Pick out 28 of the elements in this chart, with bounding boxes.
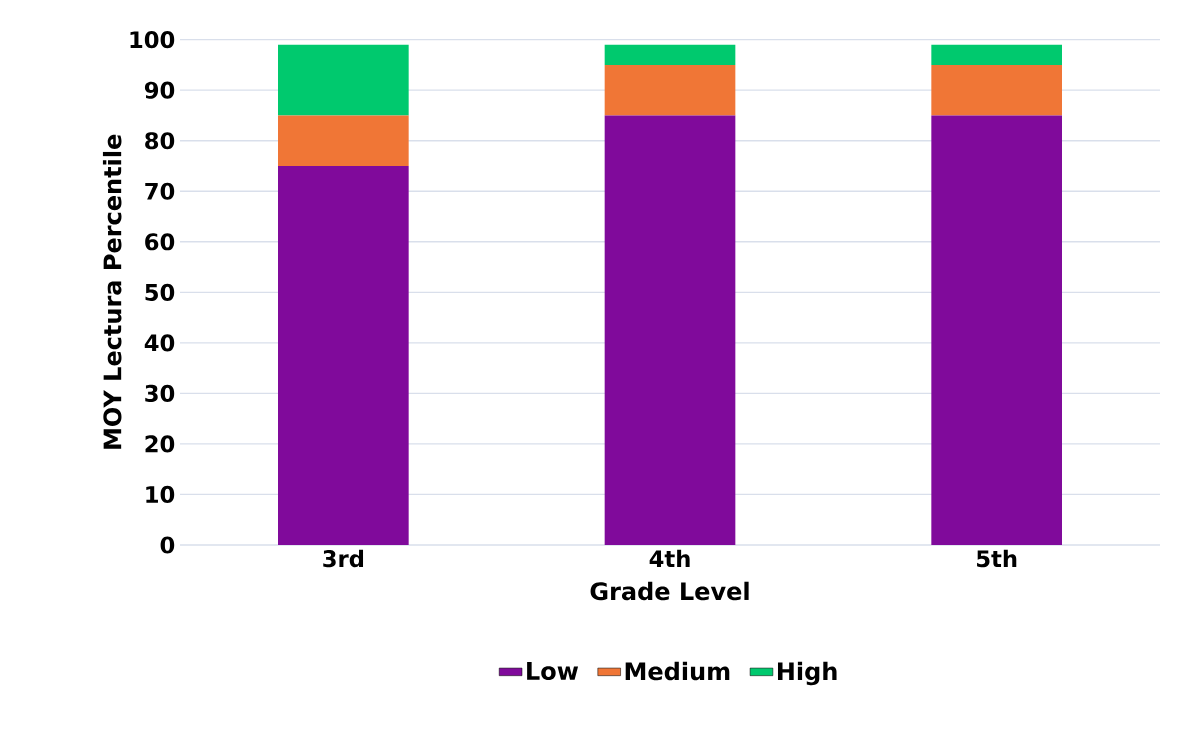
y-tick-label: 70 [145, 182, 175, 200]
bar [931, 64, 1062, 116]
bar [604, 115, 736, 545]
x-tick-label: 5th [977, 549, 1017, 568]
y-tick-label: 10 [146, 485, 175, 504]
bar [931, 44, 1062, 65]
y-axis-title: MOY Lectura Percentile [102, 134, 122, 449]
y-tick-label: 80 [145, 132, 175, 150]
y-tick-label: 0 [160, 536, 175, 554]
legend-label: Low [527, 662, 579, 680]
legend-label: Medium [625, 661, 730, 681]
y-tick-label: 90 [144, 81, 175, 99]
y-tick-label: 50 [145, 283, 175, 301]
y-tick-label: 40 [144, 334, 175, 352]
y-tick-label: 30 [145, 384, 175, 402]
bar [278, 44, 409, 116]
y-tick-label: 20 [145, 435, 175, 453]
x-tick-label: 3rd [323, 549, 364, 568]
y-tick-label: 100 [130, 31, 175, 49]
y-tick-label: 60 [145, 233, 175, 251]
bar [278, 165, 409, 545]
x-axis-title: Grade Level [590, 581, 749, 601]
bar [278, 115, 409, 166]
bar [604, 44, 736, 65]
legend-label: High [777, 661, 837, 686]
bar [931, 115, 1062, 545]
bar [604, 64, 736, 116]
x-tick-label: 4th [649, 549, 690, 567]
